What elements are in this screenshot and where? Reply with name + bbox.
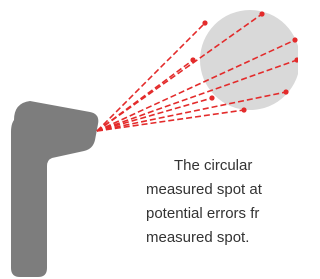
caption-line: The circular — [174, 157, 252, 174]
ray-dot — [283, 89, 288, 94]
ray-dot — [292, 37, 297, 42]
caption-line: measured spot at — [146, 181, 263, 198]
caption-line: measured spot. — [146, 229, 249, 246]
ray-dot — [209, 95, 214, 100]
ray — [97, 110, 244, 131]
caption: The circular measured spot at potential … — [146, 157, 263, 246]
caption-line: potential errors fr — [146, 205, 259, 222]
ray-dot — [259, 11, 264, 16]
ray-dot — [202, 20, 207, 25]
diagram: The circular measured spot at potential … — [0, 0, 298, 279]
measured-spot — [200, 10, 298, 110]
thermometer — [11, 101, 98, 277]
ray-dot — [241, 107, 246, 112]
ray-dot — [190, 57, 195, 62]
